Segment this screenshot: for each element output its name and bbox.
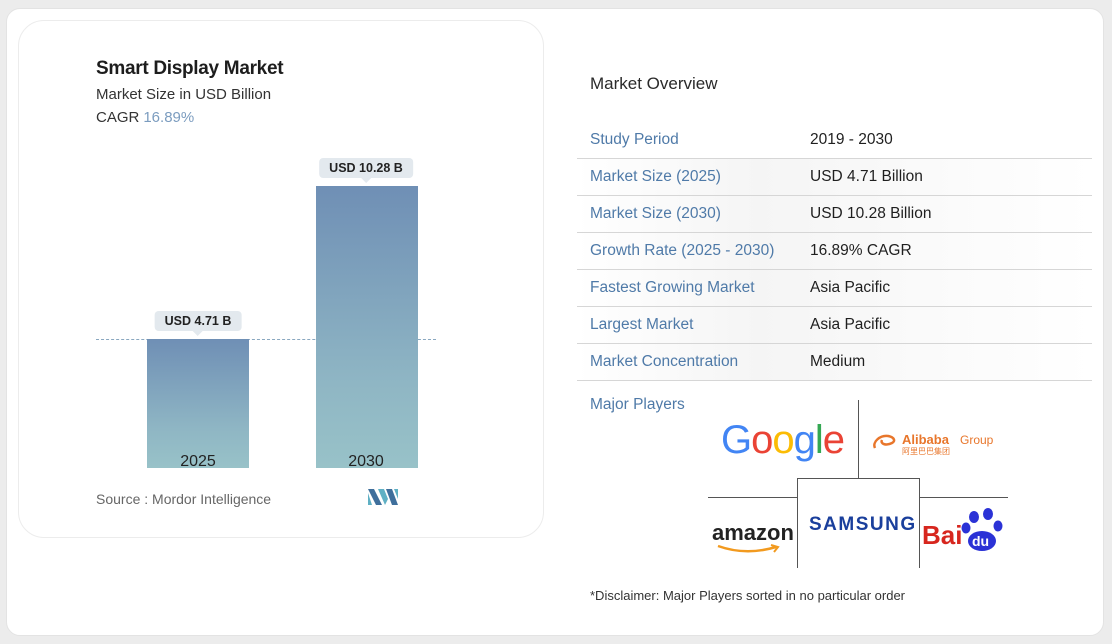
svg-text:Group: Group [960, 433, 994, 447]
overview-row: Fastest Growing Market Asia Pacific [577, 270, 1092, 307]
svg-text:Bai: Bai [922, 520, 962, 550]
divider [919, 478, 920, 568]
overview-key: Market Size (2030) [590, 205, 721, 222]
overview-value: Asia Pacific [810, 279, 891, 296]
overview-row: Study Period 2019 - 2030 [577, 122, 1092, 159]
overview-row: Growth Rate (2025 - 2030) 16.89% CAGR [577, 233, 1092, 270]
overview-value: Medium [810, 353, 866, 370]
overview-row: Largest Market Asia Pacific [577, 307, 1092, 344]
overview-value: USD 10.28 Billion [810, 205, 932, 222]
cagr-label: CAGR [96, 109, 140, 126]
alibaba-mark-icon: Alibaba Group 阿里巴巴集团 [873, 432, 994, 456]
overview-key: Study Period [590, 131, 679, 148]
baidu-paw-icon: Bai du [922, 508, 1003, 551]
overview-value: Asia Pacific [810, 316, 891, 333]
overview-row: Market Size (2030) USD 10.28 Billion [577, 196, 1092, 233]
reference-line [96, 338, 436, 340]
bar-2030 [316, 186, 418, 468]
chart-title: Smart Display Market [96, 58, 284, 79]
divider [858, 400, 859, 478]
major-players-logos: Google Alibaba Group 阿里巴巴集团 amazon SAMSU… [708, 400, 1008, 568]
mordor-intelligence-logo-icon [368, 489, 398, 505]
overview-value: USD 4.71 Billion [810, 168, 923, 185]
overview-title: Market Overview [590, 74, 718, 93]
overview-key: Largest Market [590, 316, 694, 333]
major-players-label: Major Players [590, 396, 685, 413]
cagr-value: 16.89% [143, 109, 195, 126]
google-logo: Google [721, 418, 845, 462]
divider [797, 478, 798, 568]
amazon-text: amazon [712, 520, 794, 545]
alibaba-text: Alibaba [902, 432, 950, 447]
chart-cagr: CAGR 16.89% [96, 109, 194, 126]
overview-key: Growth Rate (2025 - 2030) [590, 242, 775, 259]
divider [708, 497, 797, 498]
x-tick-2025: 2025 [180, 453, 216, 470]
chart-source: Source : Mordor Intelligence [96, 491, 272, 507]
divider [797, 478, 920, 479]
overview-value: 16.89% CAGR [810, 242, 912, 259]
chart-card [18, 20, 544, 538]
overview-key: Fastest Growing Market [590, 279, 755, 296]
samsung-logo: SAMSUNG [809, 514, 917, 535]
alibaba-logo: Alibaba Group 阿里巴巴集团 [872, 430, 1000, 461]
chart-subtitle: Market Size in USD Billion [96, 86, 272, 103]
bar-2025 [147, 338, 249, 468]
svg-text:阿里巴巴集团: 阿里巴巴集团 [902, 446, 950, 456]
amazon-smile-icon [717, 544, 780, 553]
overview-key: Market Concentration [590, 353, 739, 370]
overview-row: Market Size (2025) USD 4.71 Billion [577, 159, 1092, 196]
divider [919, 497, 1008, 498]
overview-row: Market Concentration Medium [577, 344, 1092, 381]
svg-text:du: du [972, 533, 989, 549]
overview-key: Market Size (2025) [590, 168, 721, 185]
baidu-logo: Bai du [922, 508, 1008, 559]
amazon-logo: amazon [712, 520, 794, 553]
bar-value-label-2030: USD 10.28 B [319, 158, 413, 183]
overview-table: Study Period 2019 - 2030 Market Size (202… [577, 122, 1092, 381]
overview-value: 2019 - 2030 [810, 131, 893, 148]
bar-value-label-2025: USD 4.71 B [154, 310, 242, 336]
x-tick-2030: 2030 [348, 453, 384, 470]
disclaimer: *Disclaimer: Major Players sorted in no … [590, 588, 906, 603]
